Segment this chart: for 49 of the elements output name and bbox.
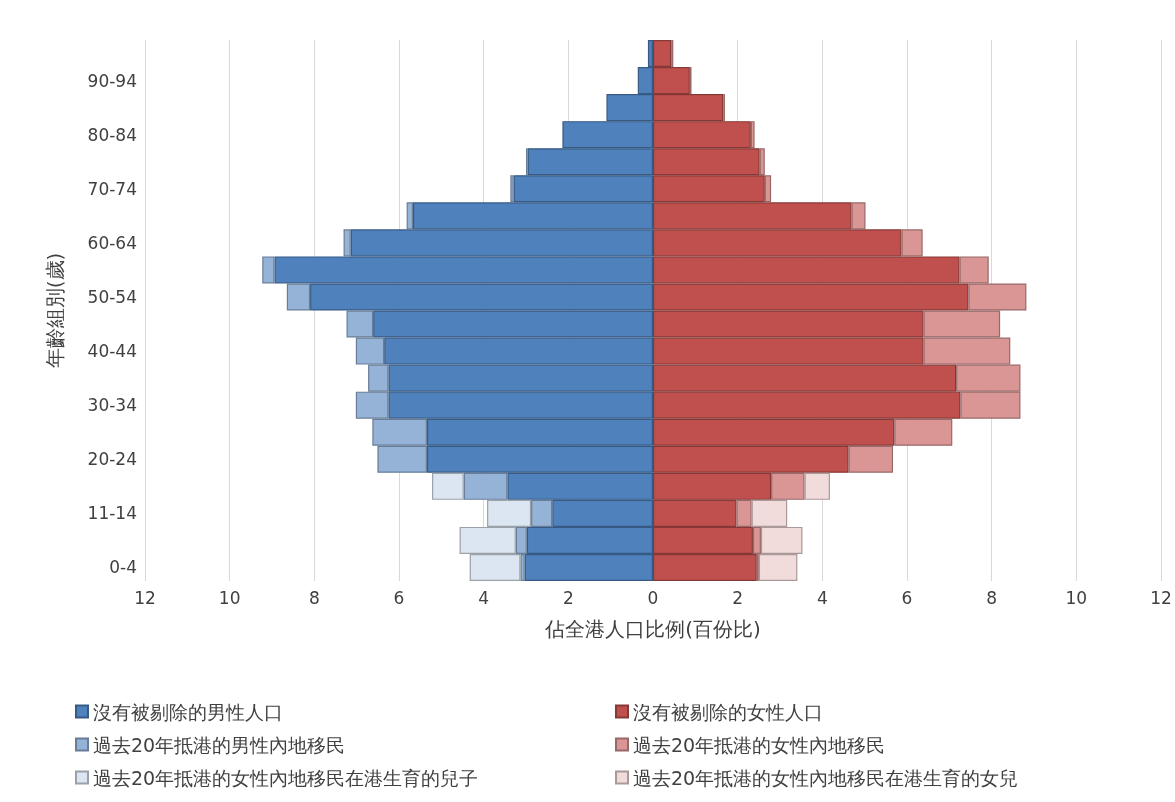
y-tick-label: 0-4 xyxy=(109,557,137,578)
x-tick-label: 2 xyxy=(562,587,574,608)
x-tick-label: 8 xyxy=(986,587,998,608)
x-tick-label: 10 xyxy=(218,587,241,608)
bar xyxy=(848,445,894,473)
bar xyxy=(463,472,508,500)
x-tick-label: 6 xyxy=(901,587,913,608)
x-tick-label: 6 xyxy=(393,587,405,608)
bar xyxy=(510,175,514,203)
x-tick-label: 0 xyxy=(647,587,659,608)
bar xyxy=(432,472,464,500)
legend-label: 過去20年抵港的女性內地移民在港生育的女兒 xyxy=(633,766,1019,789)
bar xyxy=(262,256,275,284)
x-tick-label: 12 xyxy=(1150,587,1172,608)
legend-label: 過去20年抵港的女性內地移民 xyxy=(633,733,886,756)
bar xyxy=(804,472,830,500)
bar xyxy=(406,202,413,230)
bar xyxy=(901,229,923,257)
bar xyxy=(531,499,553,527)
legend-label: 過去20年抵港的女性內地移民在港生育的兒子 xyxy=(93,766,479,789)
x-tick-label: 8 xyxy=(308,587,320,608)
y-tick-label: 20-24 xyxy=(87,449,137,470)
bar xyxy=(771,472,805,500)
y-tick-label: 40-44 xyxy=(87,341,137,362)
legend-label: 沒有被剔除的男性人口 xyxy=(93,700,283,723)
legend-label: 過去20年抵港的男性內地移民 xyxy=(93,733,346,756)
bar xyxy=(343,229,351,257)
y-tick-label: 90-94 xyxy=(87,70,137,91)
bar xyxy=(286,283,311,311)
y-tick-label: 80-84 xyxy=(87,124,137,145)
bar xyxy=(894,418,953,446)
x-tick-label: 4 xyxy=(478,587,490,608)
y-tick-label: 30-34 xyxy=(87,395,137,416)
x-tick-label: 10 xyxy=(1065,587,1088,608)
bar xyxy=(851,202,866,230)
x-tick-label: 4 xyxy=(816,587,828,608)
y-axis-title: 年齡組別(歲) xyxy=(43,252,67,369)
y-tick-label: 11-14 xyxy=(87,503,137,524)
legend-label: 沒有被剔除的女性人口 xyxy=(633,700,823,723)
x-tick-label: 12 xyxy=(134,587,156,608)
x-tick-label: 2 xyxy=(732,587,744,608)
y-tick-label: 50-54 xyxy=(87,286,137,307)
bar xyxy=(759,148,765,176)
y-tick-label: 70-74 xyxy=(87,178,137,199)
bar xyxy=(736,499,752,527)
bar xyxy=(764,175,772,203)
x-axis-title: 佔全港人口比例(百份比) xyxy=(544,617,761,641)
y-tick-label: 60-64 xyxy=(87,232,137,253)
bar xyxy=(750,121,755,149)
